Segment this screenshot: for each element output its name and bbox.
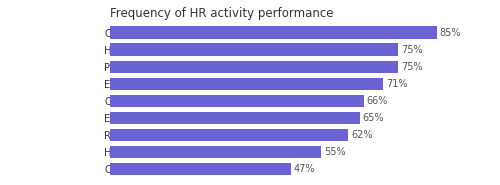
Bar xyxy=(110,146,322,158)
Bar xyxy=(110,43,398,56)
Text: 75%: 75% xyxy=(401,45,423,55)
Bar xyxy=(110,129,348,141)
Bar xyxy=(110,112,360,124)
Bar xyxy=(110,163,290,175)
Text: 85%: 85% xyxy=(440,28,461,38)
Text: Frequency of HR activity performance: Frequency of HR activity performance xyxy=(110,7,334,20)
Text: 75%: 75% xyxy=(401,62,423,72)
Text: 55%: 55% xyxy=(324,147,346,157)
Text: 47%: 47% xyxy=(294,164,315,174)
Bar xyxy=(110,60,398,73)
Text: 65%: 65% xyxy=(363,113,384,123)
Bar xyxy=(110,26,436,39)
Bar xyxy=(110,95,364,107)
Bar xyxy=(110,78,383,90)
Text: 62%: 62% xyxy=(352,130,373,140)
Text: 71%: 71% xyxy=(386,79,407,89)
Text: 66%: 66% xyxy=(366,96,388,106)
